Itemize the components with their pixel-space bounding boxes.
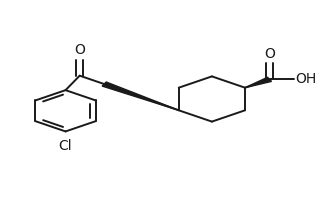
Text: OH: OH: [295, 72, 316, 86]
Polygon shape: [102, 82, 179, 110]
Text: Cl: Cl: [59, 139, 72, 153]
Polygon shape: [245, 77, 272, 88]
Text: O: O: [264, 47, 275, 61]
Text: O: O: [74, 43, 85, 57]
